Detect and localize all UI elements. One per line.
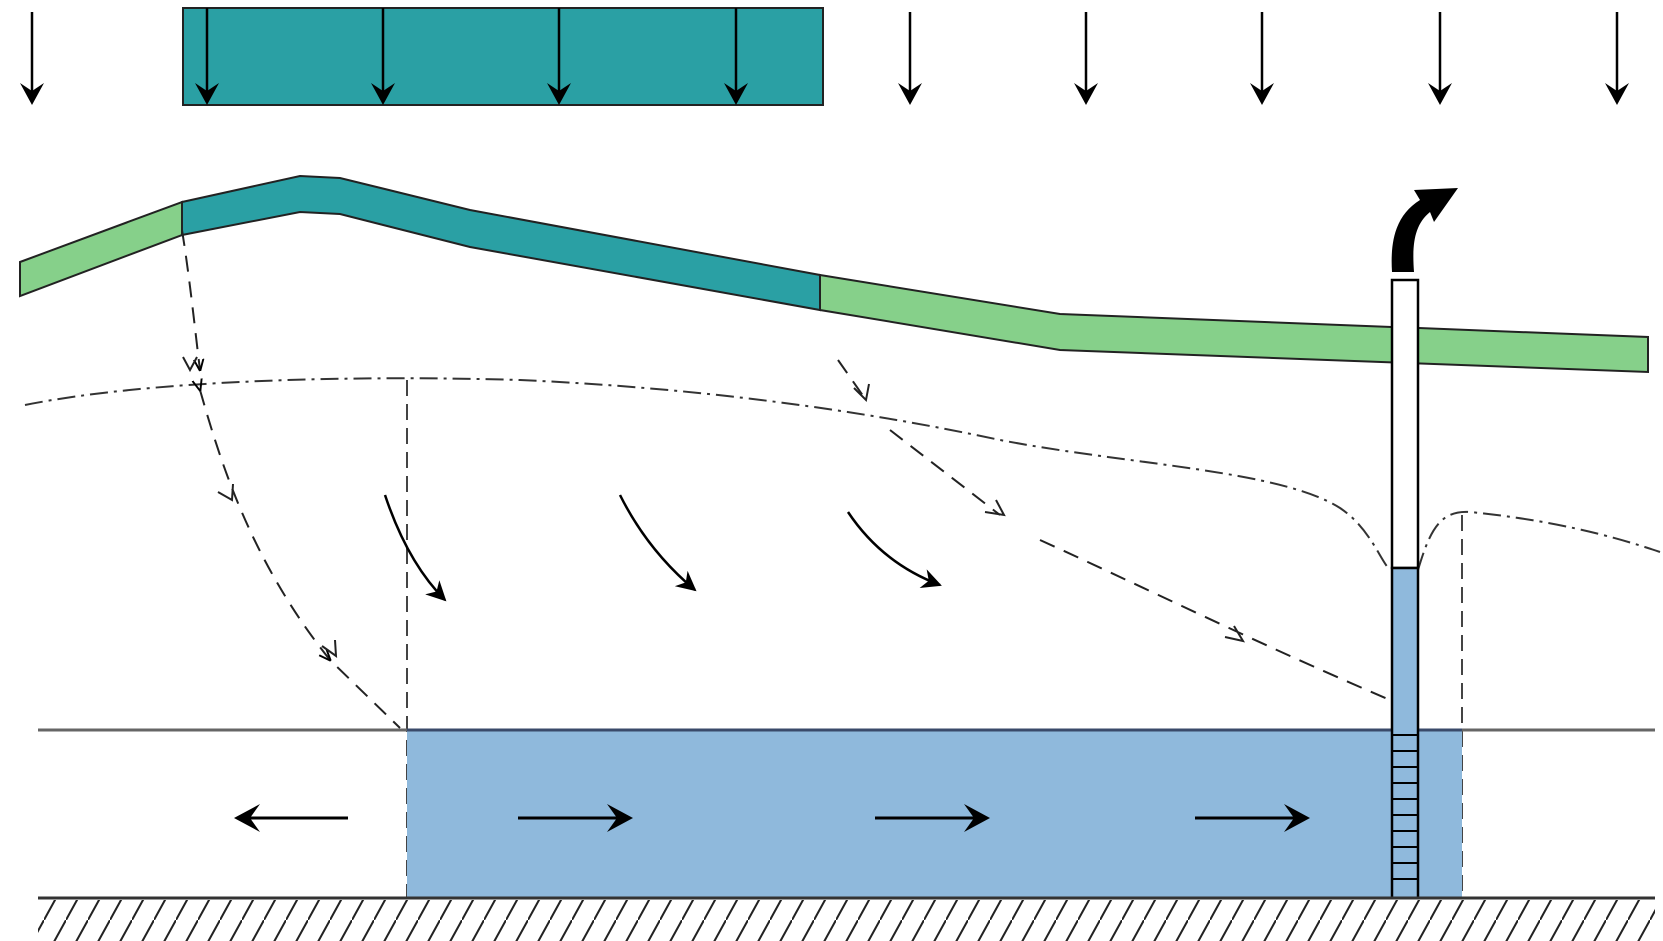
down-arrow-icon <box>1428 12 1452 105</box>
down-arrow-icon <box>724 8 748 105</box>
rain-arrows <box>20 8 1629 105</box>
down-arrow-icon <box>1605 12 1629 105</box>
recharge-arrow-1 <box>383 494 447 602</box>
path-arrowhead-3 <box>321 639 338 659</box>
down-arrow-icon <box>547 8 571 105</box>
surface-layer-left-green <box>19 200 183 298</box>
infiltration-paths <box>181 229 1391 729</box>
lateral-flow-arrows <box>234 804 1310 832</box>
saturated-zone <box>407 730 1462 898</box>
path-arrowhead-6 <box>1224 625 1246 643</box>
recharge-flow-arrows <box>383 494 942 602</box>
path-arrowhead-4 <box>853 383 870 403</box>
down-arrow-icon <box>1250 12 1274 105</box>
infiltration-path-right <box>837 359 1391 701</box>
down-arrow-icon <box>1074 12 1098 105</box>
water-table-line <box>24 377 1391 571</box>
curved-up-arrow-icon <box>1391 188 1458 272</box>
infiltration-path-arrowheads <box>182 356 1246 659</box>
down-arrow-icon <box>195 8 219 105</box>
right-arrow-icon <box>875 804 990 832</box>
well-water-column <box>1390 566 1420 900</box>
left-arrow-icon <box>234 804 348 832</box>
surface-layer-teal <box>181 174 821 312</box>
well-casing-upper <box>1390 278 1420 570</box>
recharge-arrow-3 <box>846 511 942 589</box>
infiltration-source-block <box>182 7 824 106</box>
path-arrowhead-5 <box>984 499 1006 517</box>
right-arrow-icon <box>518 804 633 832</box>
down-arrow-icon <box>20 12 44 105</box>
well-ladder-rungs <box>1392 734 1418 880</box>
water-table-line-right <box>1417 510 1661 571</box>
infiltration-path-left <box>181 229 401 729</box>
down-arrow-icon <box>371 8 395 105</box>
observation-well <box>1390 278 1420 900</box>
surface-layer-right-green <box>819 273 1649 374</box>
path-arrowhead-2 <box>217 483 234 502</box>
right-arrow-icon <box>1195 804 1310 832</box>
path-arrowhead-1 <box>182 356 198 373</box>
recharge-arrow-2 <box>618 494 697 592</box>
down-arrow-icon <box>898 12 922 105</box>
impermeable-base-hatch <box>38 900 1655 941</box>
